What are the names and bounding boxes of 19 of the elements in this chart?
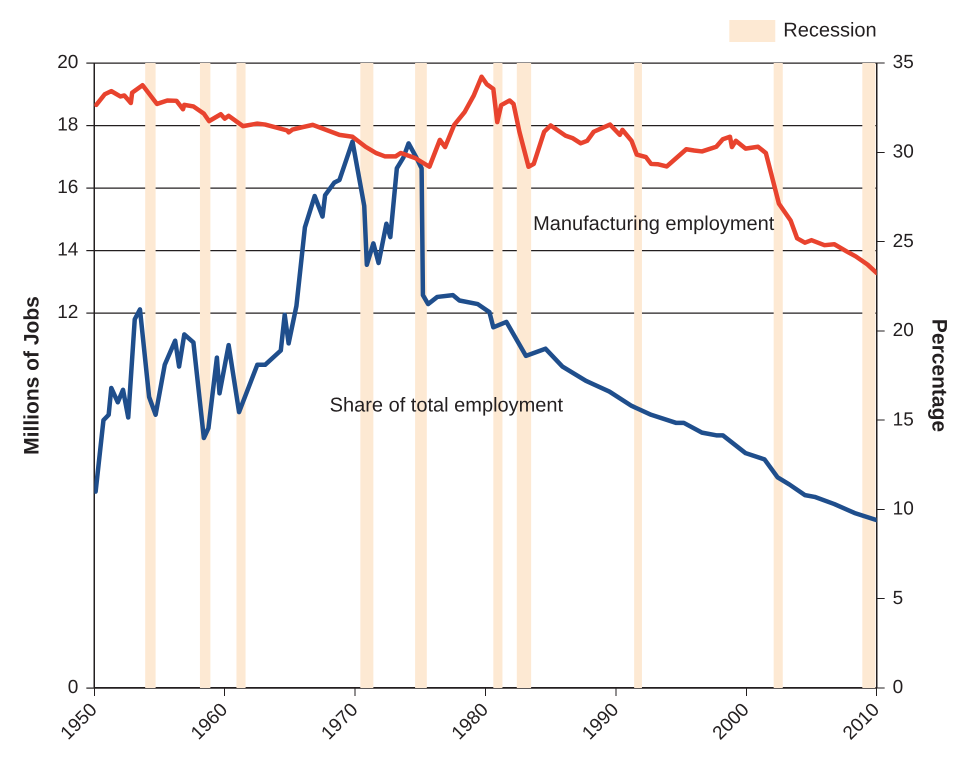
y2-tick-label: 30: [892, 142, 914, 163]
legend-label: Recession: [783, 20, 877, 42]
y-tick-label: 12: [57, 302, 78, 324]
y-axis-title: Millions of Jobs: [20, 296, 44, 455]
series-label: Share of total employment: [330, 394, 564, 416]
y-tick-label: 0: [68, 677, 78, 698]
y2-tick-label: 5: [892, 588, 904, 609]
y2-tick-label: 10: [892, 498, 914, 520]
series-label: Manufacturing employment: [533, 212, 775, 235]
y-tick-label: 20: [57, 52, 78, 74]
y2-tick-label: 35: [892, 52, 914, 74]
y2-tick-label: 15: [892, 409, 914, 430]
y2-tick-label: 20: [892, 320, 914, 342]
y-tick-label: 14: [57, 240, 79, 261]
y2-tick-label: 0: [892, 677, 904, 698]
y2-tick-label: 25: [892, 230, 914, 252]
y2-axis-title: Percentage: [928, 318, 951, 432]
y-tick-label: 16: [57, 177, 78, 198]
y-tick-label: 18: [57, 114, 78, 136]
